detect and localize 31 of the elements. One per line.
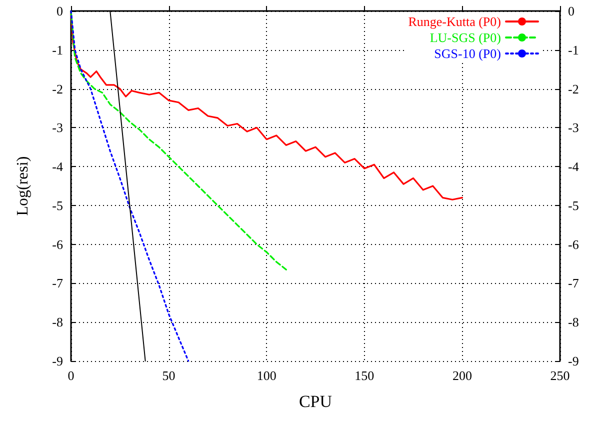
- x-tick-label: 200: [452, 368, 472, 383]
- legend-label: SGS-10 (P0): [434, 46, 501, 61]
- y-tick-label: -7: [52, 276, 64, 291]
- x-tick-label: 50: [162, 368, 176, 383]
- y-tick-label: -4: [52, 159, 64, 174]
- x-axis-title: CPU: [298, 392, 332, 411]
- y-tick-label: 0: [56, 4, 63, 18]
- y2-tick-label: -5: [568, 198, 579, 213]
- y2-tick-label: -1: [568, 42, 579, 58]
- y2-tick-label: -9: [568, 354, 579, 368]
- y2-tick-label: -8: [568, 314, 579, 330]
- y2-tick-label: -3: [568, 120, 579, 136]
- y2-tick-label: -4: [568, 159, 580, 174]
- y-tick-label: -5: [52, 198, 63, 213]
- y-tick-label: -9: [52, 354, 63, 368]
- x-tick-label: 0: [68, 368, 74, 383]
- y-tick-label: -1: [52, 42, 63, 58]
- y-tick-label: -3: [52, 120, 63, 136]
- y2-tick-label: -7: [568, 276, 580, 291]
- y-tick-label: -6: [52, 236, 64, 252]
- y-tick-label: -8: [52, 314, 63, 330]
- legend-label: Runge-Kutta (P0): [408, 14, 501, 29]
- x-tick-label: 100: [256, 368, 276, 383]
- y2-tick-label: -6: [568, 236, 580, 252]
- y-tick-label: -2: [52, 81, 63, 96]
- y2-tick-label: 0: [568, 4, 574, 18]
- y2-tick-label: -2: [568, 81, 579, 96]
- legend-label: LU-SGS (P0): [430, 30, 501, 45]
- y-axis-title: Log(resi): [14, 156, 32, 216]
- x-tick-label: 250: [550, 368, 570, 383]
- x-tick-label: 150: [354, 368, 374, 383]
